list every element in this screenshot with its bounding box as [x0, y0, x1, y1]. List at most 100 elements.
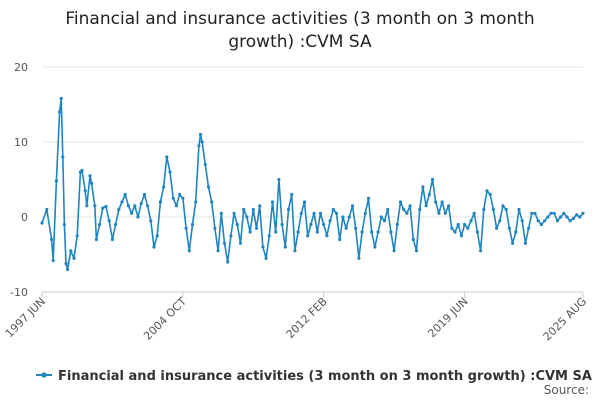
data-point[interactable]: [434, 200, 438, 204]
data-point[interactable]: [194, 200, 198, 204]
data-point[interactable]: [306, 234, 310, 238]
data-point[interactable]: [206, 185, 211, 189]
data-point[interactable]: [85, 204, 89, 208]
data-point[interactable]: [296, 230, 300, 234]
data-point[interactable]: [72, 256, 76, 260]
data-point[interactable]: [242, 207, 246, 212]
data-point[interactable]: [152, 245, 156, 249]
data-point[interactable]: [203, 162, 207, 167]
data-point[interactable]: [581, 211, 585, 215]
data-point[interactable]: [248, 230, 252, 234]
data-point[interactable]: [485, 189, 489, 193]
data-point[interactable]: [80, 168, 84, 173]
data-point[interactable]: [274, 230, 278, 234]
data-point[interactable]: [98, 222, 102, 227]
data-point[interactable]: [520, 219, 524, 223]
data-point[interactable]: [322, 222, 326, 227]
data-point[interactable]: [536, 219, 540, 223]
data-point[interactable]: [510, 241, 515, 245]
data-point[interactable]: [293, 249, 297, 253]
data-point[interactable]: [61, 155, 65, 159]
data-point[interactable]: [139, 201, 143, 206]
data-point[interactable]: [523, 241, 528, 245]
data-point[interactable]: [315, 230, 319, 234]
data-point[interactable]: [430, 177, 435, 182]
data-point[interactable]: [187, 249, 191, 253]
data-point[interactable]: [142, 192, 146, 197]
data-point[interactable]: [331, 207, 335, 212]
data-point[interactable]: [382, 219, 387, 223]
data-point[interactable]: [264, 256, 268, 260]
data-point[interactable]: [235, 222, 239, 227]
data-point[interactable]: [309, 222, 313, 227]
data-point[interactable]: [565, 215, 569, 219]
data-point[interactable]: [392, 249, 396, 253]
legend[interactable]: Financial and insurance activities (3 mo…: [36, 369, 592, 384]
data-point[interactable]: [93, 204, 97, 208]
data-point[interactable]: [277, 177, 281, 182]
data-point[interactable]: [258, 204, 262, 208]
data-point[interactable]: [402, 207, 406, 212]
data-point[interactable]: [527, 226, 531, 230]
data-point[interactable]: [341, 215, 345, 219]
data-point[interactable]: [168, 170, 172, 174]
data-point[interactable]: [216, 249, 220, 253]
data-point[interactable]: [171, 196, 175, 200]
data-point[interactable]: [245, 215, 249, 219]
data-point[interactable]: [45, 207, 49, 212]
data-point[interactable]: [290, 192, 294, 197]
data-point[interactable]: [149, 219, 153, 223]
data-point[interactable]: [50, 237, 54, 242]
data-point[interactable]: [440, 200, 444, 204]
data-point[interactable]: [299, 211, 303, 215]
data-point[interactable]: [479, 249, 483, 253]
data-point[interactable]: [283, 245, 287, 249]
data-point[interactable]: [370, 230, 374, 234]
data-point[interactable]: [447, 204, 451, 208]
data-point[interactable]: [58, 110, 62, 114]
data-point[interactable]: [190, 222, 195, 227]
data-point[interactable]: [517, 207, 521, 212]
data-point[interactable]: [325, 234, 329, 238]
data-point[interactable]: [101, 206, 105, 210]
data-point[interactable]: [197, 144, 201, 148]
data-point[interactable]: [373, 245, 377, 249]
data-point[interactable]: [514, 230, 518, 234]
data-point[interactable]: [110, 237, 114, 242]
data-point[interactable]: [530, 211, 534, 215]
data-point[interactable]: [575, 213, 579, 217]
data-point[interactable]: [456, 222, 460, 227]
data-point[interactable]: [162, 185, 166, 189]
data-point[interactable]: [555, 219, 560, 223]
data-point[interactable]: [405, 211, 409, 215]
data-point[interactable]: [357, 256, 361, 260]
data-point[interactable]: [184, 226, 188, 230]
data-point[interactable]: [51, 258, 55, 263]
data-point[interactable]: [578, 215, 582, 219]
data-point[interactable]: [495, 226, 499, 230]
data-point[interactable]: [376, 230, 380, 234]
data-point[interactable]: [254, 226, 259, 230]
data-point[interactable]: [174, 204, 178, 208]
data-point[interactable]: [546, 215, 550, 219]
data-point[interactable]: [411, 237, 415, 242]
data-point[interactable]: [469, 219, 473, 223]
data-point[interactable]: [427, 192, 431, 197]
data-point[interactable]: [354, 226, 358, 230]
data-point[interactable]: [83, 189, 87, 193]
data-point[interactable]: [366, 196, 371, 200]
data-point[interactable]: [539, 222, 544, 227]
data-point[interactable]: [120, 200, 124, 204]
data-point[interactable]: [443, 211, 447, 215]
data-point[interactable]: [267, 234, 271, 238]
data-point[interactable]: [466, 226, 470, 230]
data-point[interactable]: [498, 219, 502, 223]
data-point[interactable]: [408, 204, 412, 208]
data-point[interactable]: [165, 155, 169, 159]
data-point[interactable]: [54, 179, 59, 183]
data-point[interactable]: [198, 132, 203, 137]
data-point[interactable]: [491, 207, 495, 212]
data-point[interactable]: [501, 204, 505, 208]
data-point[interactable]: [318, 211, 323, 215]
data-point[interactable]: [559, 215, 563, 219]
